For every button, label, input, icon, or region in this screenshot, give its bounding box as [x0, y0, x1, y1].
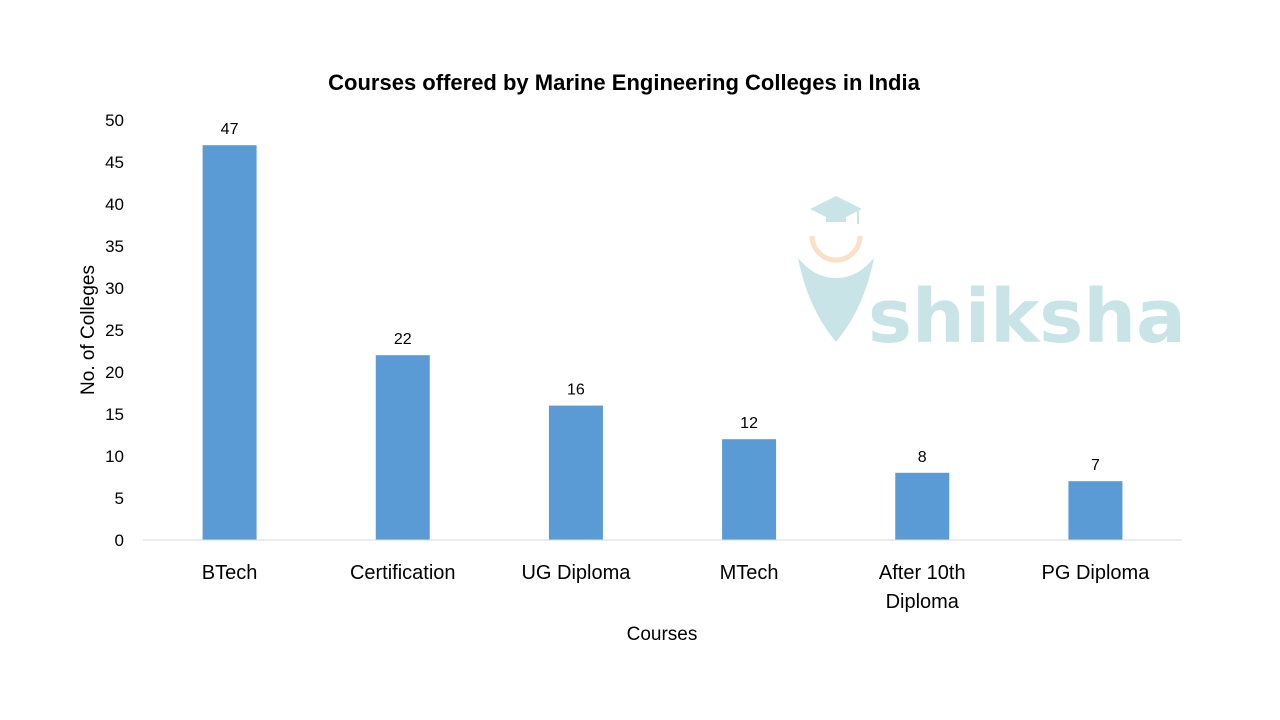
data-label: 16 [567, 382, 585, 399]
x-tick-label: BTech [202, 562, 258, 584]
y-tick-label: 35 [105, 237, 124, 256]
x-tick-label: UG Diploma [521, 562, 631, 584]
watermark-text: shiksha [868, 274, 1186, 360]
bars [202, 145, 1123, 540]
bar [548, 405, 603, 540]
bar [722, 439, 777, 540]
bar [202, 145, 257, 540]
x-tick-label: After 10th Diploma [879, 562, 966, 613]
data-label: 7 [1091, 457, 1100, 474]
x-axis-categories: BTech Certification UG Diploma MTech After 1… [202, 562, 1150, 613]
y-tick-label: 30 [105, 279, 124, 298]
y-axis-ticks: 0 5 10 15 20 25 30 35 40 45 50 [105, 111, 124, 550]
y-tick-label: 5 [115, 489, 124, 508]
y-tick-label: 0 [115, 531, 124, 550]
y-tick-label: 10 [105, 447, 124, 466]
data-label: 8 [918, 449, 927, 466]
graduation-cap-pen-icon [798, 196, 874, 342]
chart-title: Courses offered by Marine Engineering Co… [328, 70, 920, 95]
data-label: 12 [740, 415, 758, 432]
y-tick-label: 50 [105, 111, 124, 130]
y-tick-label: 20 [105, 363, 124, 382]
bar [895, 472, 950, 540]
x-tick-label: Certification [350, 562, 456, 584]
data-labels: 47 22 16 12 8 7 [221, 121, 1100, 474]
y-tick-label: 15 [105, 405, 124, 424]
x-axis-label: Courses [627, 624, 698, 645]
data-label: 22 [394, 331, 412, 348]
data-label: 47 [221, 121, 239, 138]
watermark: shiksha [798, 196, 1186, 360]
y-tick-label: 45 [105, 153, 124, 172]
y-tick-label: 25 [105, 321, 124, 340]
y-tick-label: 40 [105, 195, 124, 214]
y-axis-label: No. of Colleges [78, 265, 99, 395]
bar [375, 355, 430, 540]
bar [1068, 481, 1123, 540]
x-tick-label: PG Diploma [1042, 562, 1151, 584]
x-tick-label: MTech [720, 562, 779, 584]
